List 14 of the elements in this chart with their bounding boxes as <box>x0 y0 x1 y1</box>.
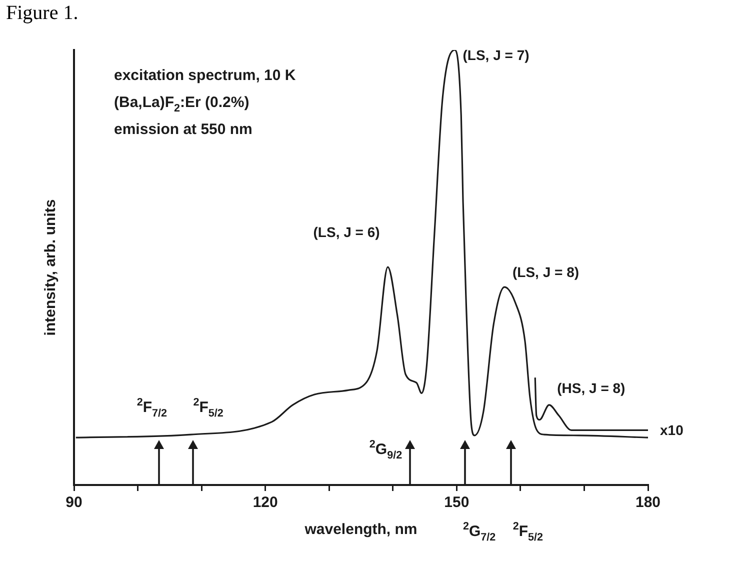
annotation: (LS, J = 6) <box>313 224 380 240</box>
x-axis-title: wavelength, nm <box>304 521 418 538</box>
annotation: (HS, J = 8) <box>557 380 626 396</box>
annotation: excitation spectrum, 10 K <box>114 67 296 84</box>
x-tick-label: 90 <box>66 494 82 512</box>
series-label: x10 <box>660 422 684 438</box>
annotation: (LS, J = 8) <box>512 264 580 280</box>
annotation: (LS, J = 7) <box>462 47 530 63</box>
annotation: emission at 550 nm <box>114 121 252 138</box>
x-tick-label: 180 <box>635 494 661 512</box>
chart-title: Figure 1. <box>6 2 78 25</box>
x-tick-label: 120 <box>252 494 278 512</box>
y-axis-title: intensity, arb. units <box>42 199 60 336</box>
x-tick-label: 150 <box>444 494 470 512</box>
